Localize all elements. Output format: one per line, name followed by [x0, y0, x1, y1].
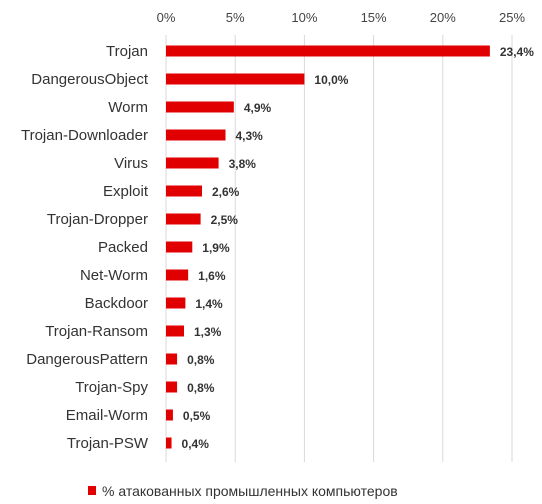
data-label: 1,4%: [195, 297, 223, 311]
legend-swatch: [88, 486, 96, 495]
data-label: 1,9%: [202, 241, 230, 255]
x-axis-ticks: 0% 5% 10% 15% 20% 25%: [157, 10, 526, 25]
data-label: 0,4%: [182, 437, 210, 451]
category-label: Email-Worm: [66, 407, 148, 424]
category-label: Packed: [98, 239, 148, 256]
data-label: 4,3%: [236, 129, 264, 143]
bar: [166, 45, 490, 57]
data-label: 1,3%: [194, 325, 222, 339]
category-label: Trojan-Spy: [75, 379, 148, 396]
x-tick-label: 0%: [157, 10, 176, 25]
bar: [166, 269, 189, 281]
data-label: 2,6%: [212, 185, 240, 199]
bar: [166, 157, 219, 169]
data-label: 0,8%: [187, 381, 215, 395]
category-label: Worm: [108, 99, 148, 116]
bar: [166, 213, 201, 225]
x-tick-label: 25%: [499, 10, 525, 25]
category-label: Exploit: [103, 183, 149, 200]
category-label: Trojan: [106, 43, 148, 60]
x-tick-label: 20%: [430, 10, 456, 25]
bar: [166, 353, 178, 365]
data-labels: 23,4% 10,0% 4,9% 4,3% 3,8% 2,6% 2,5% 1,9% 1,6% 1,…: [182, 45, 535, 451]
category-label: Trojan-PSW: [67, 435, 149, 452]
bar: [166, 325, 184, 337]
legend: % атакованных промышленных компьютеров: [88, 483, 398, 499]
category-label: Backdoor: [85, 295, 148, 312]
bar: [166, 129, 226, 141]
bar: [166, 381, 178, 393]
data-label: 10,0%: [314, 73, 348, 87]
data-label: 4,9%: [244, 101, 272, 115]
bar: [166, 409, 173, 421]
category-label: DangerousObject: [31, 71, 149, 88]
category-label: Trojan-Ransom: [45, 323, 148, 340]
data-label: 0,5%: [183, 409, 211, 423]
data-label: 1,6%: [198, 269, 226, 283]
bar: [166, 241, 193, 253]
x-tick-label: 15%: [361, 10, 387, 25]
data-label: 0,8%: [187, 353, 215, 367]
bars: [166, 45, 490, 449]
x-tick-label: 5%: [226, 10, 245, 25]
data-label: 23,4%: [500, 45, 534, 59]
bar: [166, 297, 186, 309]
category-label: Trojan-Dropper: [47, 211, 148, 228]
bar: [166, 185, 202, 197]
bar: [166, 73, 305, 85]
category-label: Net-Worm: [80, 267, 148, 284]
bar: [166, 437, 172, 449]
category-label: Trojan-Downloader: [21, 127, 148, 144]
data-label: 3,8%: [229, 157, 257, 171]
category-label: Virus: [114, 155, 148, 172]
legend-label: % атакованных промышленных компьютеров: [102, 483, 398, 499]
category-labels: Trojan DangerousObject Worm Trojan-Download…: [21, 43, 149, 452]
bar: [166, 101, 234, 113]
data-label: 2,5%: [211, 213, 239, 227]
x-tick-label: 10%: [291, 10, 317, 25]
category-label: DangerousPattern: [26, 351, 148, 368]
